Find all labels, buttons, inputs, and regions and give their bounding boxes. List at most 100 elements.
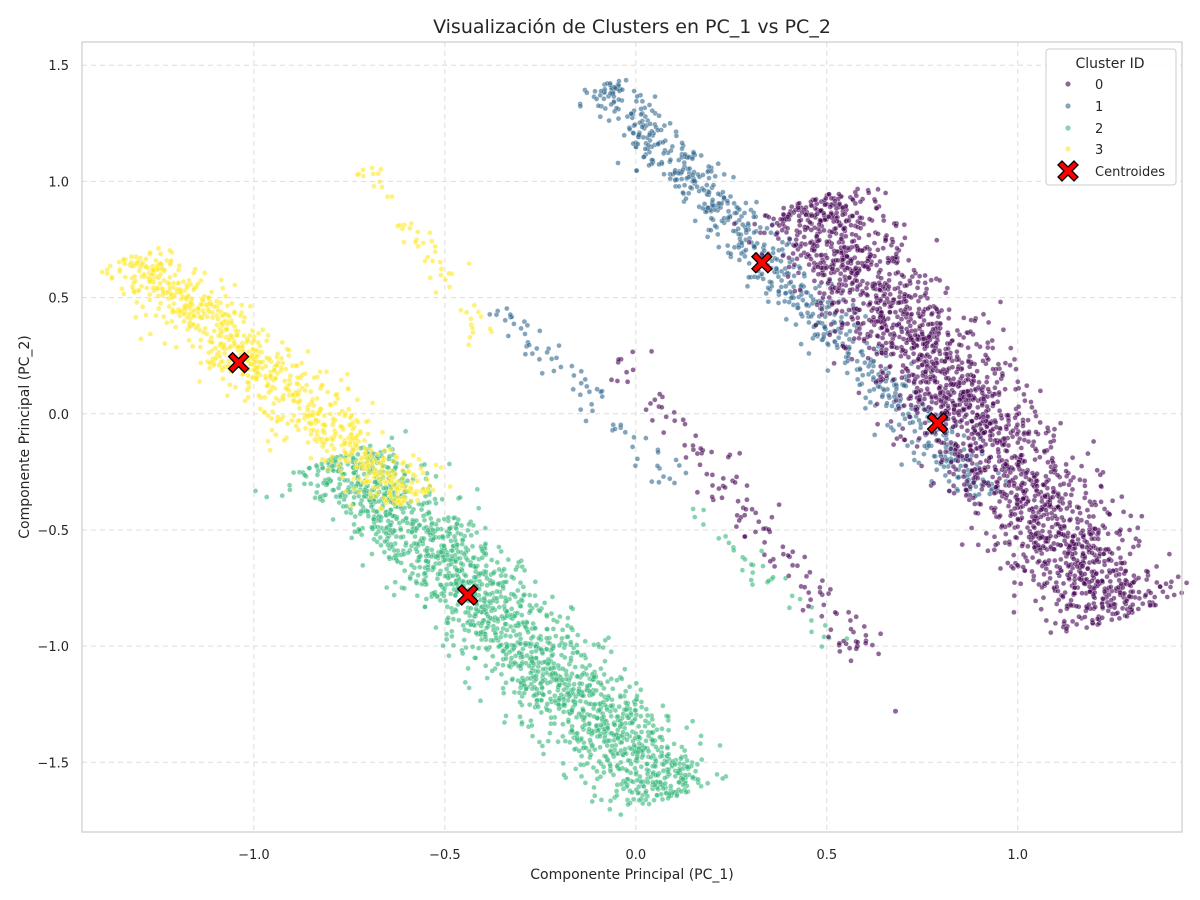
point-cluster-2: [604, 724, 611, 731]
point-cluster-2: [503, 579, 509, 585]
point-cluster-3: [186, 277, 192, 284]
point-cluster-3: [218, 277, 224, 283]
point-cluster-3: [238, 302, 245, 308]
point-cluster-2: [695, 776, 701, 783]
point-cluster-2: [541, 600, 548, 606]
point-cluster-1: [518, 325, 524, 332]
point-cluster-3: [414, 478, 421, 484]
point-cluster-2: [689, 718, 696, 724]
point-cluster-2: [600, 699, 606, 705]
point-cluster-3: [287, 373, 294, 379]
point-cluster-0: [1033, 413, 1039, 419]
point-cluster-3: [383, 498, 390, 504]
point-cluster-2: [384, 584, 390, 591]
point-cluster-2: [434, 576, 441, 582]
point-cluster-2: [392, 579, 398, 585]
point-cluster-2: [440, 643, 446, 649]
point-cluster-2: [633, 787, 640, 793]
point-cluster-2: [678, 788, 684, 795]
point-cluster-3: [232, 282, 238, 288]
point-cluster-2: [437, 571, 443, 577]
point-cluster-0: [1028, 399, 1034, 405]
point-cluster-0: [992, 385, 998, 391]
point-cluster-2: [482, 525, 488, 531]
point-cluster-3: [171, 300, 177, 307]
point-cluster-2: [431, 591, 438, 598]
point-cluster-3: [305, 407, 311, 414]
point-cluster-2: [638, 764, 644, 770]
point-cluster-3: [190, 313, 197, 319]
point-cluster-1: [860, 372, 866, 378]
point-cluster-0: [1099, 568, 1105, 575]
point-cluster-3: [173, 344, 179, 350]
point-cluster-2: [615, 735, 621, 741]
point-cluster-2: [660, 785, 666, 792]
point-cluster-2: [574, 730, 580, 736]
point-cluster-3: [155, 245, 162, 252]
point-cluster-2: [529, 733, 536, 739]
point-cluster-1: [751, 214, 757, 220]
point-cluster-1: [721, 215, 727, 222]
point-cluster-3: [196, 327, 203, 334]
point-cluster-1: [757, 224, 763, 231]
point-cluster-2: [538, 709, 544, 716]
point-cluster-1: [716, 200, 722, 207]
point-cluster-2: [358, 532, 365, 538]
point-cluster-2: [369, 524, 375, 531]
point-cluster-3: [217, 353, 223, 360]
point-cluster-2: [552, 697, 558, 704]
point-cluster-1: [676, 183, 682, 190]
point-cluster-2: [595, 727, 602, 733]
point-cluster-2: [582, 638, 588, 644]
point-cluster-3: [314, 395, 320, 402]
point-cluster-2: [574, 736, 580, 743]
point-cluster-1: [673, 133, 680, 139]
point-cluster-3: [249, 346, 256, 352]
point-cluster-1: [686, 190, 692, 197]
point-cluster-3: [172, 272, 178, 278]
point-cluster-0: [1090, 438, 1097, 445]
point-cluster-3: [223, 326, 230, 332]
point-cluster-1: [578, 380, 584, 386]
point-cluster-3: [387, 446, 393, 453]
point-cluster-0: [914, 285, 921, 291]
point-cluster-2: [445, 514, 452, 521]
point-cluster-2: [485, 613, 491, 620]
point-cluster-0: [875, 318, 881, 324]
point-cluster-2: [519, 719, 525, 726]
point-cluster-2: [520, 646, 526, 652]
point-cluster-2: [640, 752, 646, 758]
point-cluster-3: [331, 446, 337, 452]
point-cluster-1: [706, 163, 712, 170]
point-cluster-2: [563, 671, 570, 678]
point-cluster-0: [1084, 544, 1090, 551]
point-cluster-2: [672, 761, 678, 768]
point-cluster-3: [308, 455, 314, 462]
point-cluster-1: [671, 480, 678, 486]
point-cluster-1: [655, 141, 661, 147]
point-cluster-2: [515, 587, 521, 594]
point-cluster-2: [377, 534, 383, 541]
point-cluster-3: [305, 439, 311, 446]
point-cluster-0: [1013, 366, 1019, 372]
point-cluster-3: [432, 249, 438, 255]
point-cluster-0: [1052, 557, 1058, 564]
point-cluster-2: [571, 746, 578, 753]
point-cluster-3: [371, 457, 378, 463]
point-cluster-1: [893, 381, 899, 388]
point-cluster-1: [652, 93, 658, 100]
point-cluster-3: [244, 337, 251, 344]
point-cluster-2: [545, 661, 551, 667]
point-cluster-2: [749, 581, 756, 588]
point-cluster-3: [319, 382, 325, 388]
point-cluster-2: [544, 635, 550, 641]
point-cluster-0: [791, 262, 798, 268]
point-cluster-1: [708, 215, 714, 222]
point-cluster-2: [505, 556, 511, 563]
point-cluster-3: [375, 170, 381, 177]
point-cluster-3: [226, 382, 233, 388]
point-cluster-3: [337, 423, 344, 430]
point-cluster-1: [682, 151, 688, 158]
point-cluster-3: [181, 311, 188, 318]
point-cluster-2: [658, 791, 664, 798]
